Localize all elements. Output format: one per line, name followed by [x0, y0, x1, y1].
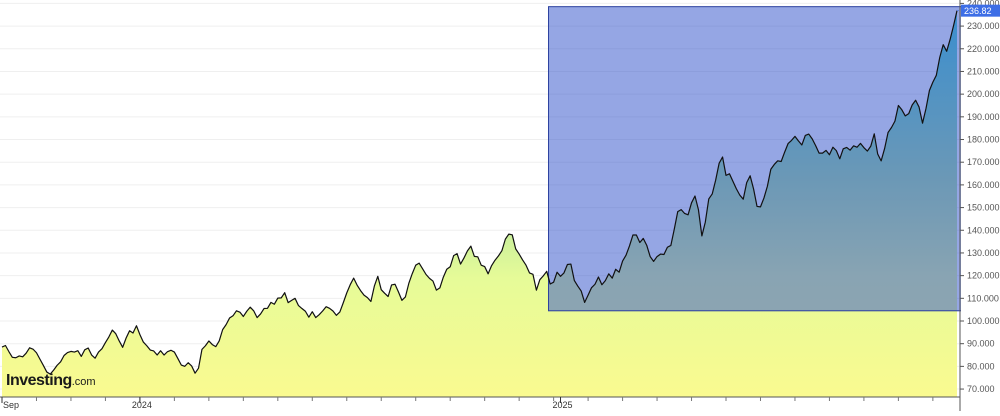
y-tick-label: 70.000 — [967, 384, 995, 394]
y-tick-label: 110.000 — [967, 293, 999, 303]
y-tick-label: 210.000 — [967, 66, 1000, 76]
price-line-layer — [1, 10, 958, 375]
y-tick-label: 140.000 — [967, 225, 1000, 235]
investing-logo[interactable]: Investing.com — [6, 372, 96, 390]
y-tick-label: 130.000 — [967, 248, 1000, 258]
y-axis-panel — [961, 0, 1000, 411]
highlight-box — [548, 6, 964, 312]
y-tick-label: 220.000 — [967, 44, 1000, 54]
y-tick-label: 80.000 — [967, 361, 995, 371]
highlight-box-layer — [548, 6, 964, 312]
y-tick-label: 170.000 — [967, 157, 1000, 167]
y-axis-ticks: 70.000 80.000 90.000 100.000 110.000 120.000 1… — [960, 0, 1000, 394]
x-tick-label: 2024 — [132, 400, 152, 410]
y-tick-label: 240.000 — [967, 0, 1000, 8]
y-tick-label: 90.000 — [967, 339, 995, 349]
y-tick-label: 190.000 — [967, 112, 1000, 122]
y-tick-label: 160.000 — [967, 180, 1000, 190]
y-tick-label: 120.000 — [967, 271, 1000, 281]
logo-suffix: .com — [71, 376, 96, 388]
last-price-label: 236.82 — [964, 6, 992, 16]
last-price-layer: 236.82 — [957, 4, 1000, 17]
x-axis-ticks: Sep 2024 2025 — [1, 397, 934, 410]
price-line — [1, 10, 958, 375]
y-tick-label: 100.000 — [967, 316, 1000, 326]
y-tick-label: 230.000 — [967, 21, 1000, 31]
last-price-badge[interactable] — [961, 4, 1000, 17]
x-tick-label: Sep — [3, 400, 19, 410]
y-tick-label: 150.000 — [967, 203, 1000, 213]
logo-name: Investing — [6, 372, 72, 389]
x-tick-label: 2025 — [553, 400, 573, 410]
y-tick-label: 200.000 — [967, 89, 1000, 99]
y-tick-label: 180.000 — [967, 135, 1000, 145]
